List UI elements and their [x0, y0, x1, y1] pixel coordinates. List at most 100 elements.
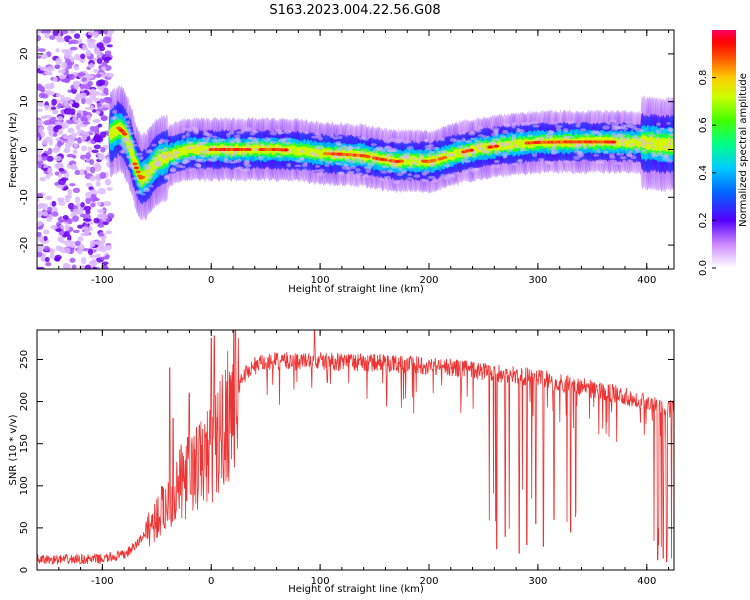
ridge-halo [199, 153, 207, 159]
noise-speckle [96, 86, 105, 91]
ridge-halo [554, 125, 563, 129]
ridge-halo [461, 137, 466, 142]
noise-speckle [53, 155, 62, 162]
ridge-halo [502, 129, 509, 135]
ridge-halo [193, 128, 199, 132]
ridge-halo [112, 109, 118, 115]
noise-speckle [37, 156, 43, 162]
ridge-halo [432, 146, 440, 150]
noise-speckle [55, 92, 61, 98]
ridge-halo [355, 168, 361, 172]
noise-speckle [67, 234, 72, 242]
snr-xlabel: Height of straight line (km) [288, 584, 424, 595]
ridge-halo [244, 126, 253, 132]
ridge-halo [463, 146, 470, 151]
noise-speckle [90, 193, 97, 199]
ridge-halo [512, 144, 519, 148]
ridge-halo [286, 163, 292, 168]
ridge-halo [182, 127, 191, 131]
noise-speckle [37, 163, 43, 169]
ridge-halo [631, 135, 640, 140]
noise-speckle [37, 193, 43, 199]
ridge-halo [616, 153, 624, 156]
ridge-halo [153, 168, 158, 174]
ridge-halo [269, 140, 277, 144]
noise-speckle [44, 104, 49, 111]
ridge-core [133, 166, 140, 170]
ridge-halo [609, 119, 617, 123]
spectrogram-xtick-label: 100 [311, 275, 330, 286]
ridge-halo [244, 163, 252, 168]
ridge-halo [507, 148, 512, 152]
noise-speckle [100, 245, 107, 253]
ridge-halo [234, 134, 241, 139]
ridge-halo [641, 149, 647, 153]
snr-ytick-label: 50 [19, 522, 30, 535]
noise-speckle [43, 236, 48, 242]
ridge-halo [337, 143, 342, 147]
noise-speckle [69, 30, 76, 34]
noise-speckle [37, 108, 43, 112]
noise-speckle [57, 69, 66, 74]
noise-speckle [64, 247, 71, 254]
ridge-halo [662, 157, 671, 161]
ridge-halo [406, 145, 414, 150]
spectrogram-ytick-label: 0 [19, 146, 30, 152]
spectrogram-ytick-label: -10 [19, 189, 30, 205]
ridge-halo [359, 150, 366, 155]
noise-speckle [82, 110, 88, 117]
ridge-halo [413, 174, 421, 178]
ridge-halo [164, 175, 170, 179]
noise-speckle [105, 244, 112, 251]
ridge-halo [259, 143, 265, 147]
noise-speckle [92, 109, 97, 113]
noise-speckle [40, 89, 46, 93]
noise-speckle [93, 217, 100, 224]
ridge-halo [337, 135, 343, 140]
ridge-halo [402, 140, 409, 145]
noise-speckle [82, 121, 90, 125]
snr-ytick-label: 200 [19, 392, 30, 411]
noise-speckle [73, 143, 79, 148]
ridge-halo [443, 175, 451, 181]
ridge-halo [387, 149, 392, 153]
ridge-halo [110, 116, 117, 121]
ridge-halo [359, 160, 367, 165]
noise-speckle [100, 147, 106, 153]
ridge-halo [156, 148, 164, 152]
ridge-halo [423, 138, 429, 142]
noise-speckle [81, 226, 89, 231]
ridge-halo [530, 120, 537, 125]
ridge-halo [135, 152, 143, 156]
noise-speckle [55, 57, 63, 65]
colorbar-gradient [712, 30, 736, 268]
noise-speckle [77, 236, 84, 242]
ridge-halo [303, 168, 308, 172]
spectrogram-xtick-label: 0 [208, 275, 214, 286]
noise-speckle [47, 213, 54, 220]
noise-speckle [98, 79, 106, 86]
noise-speckle [49, 35, 56, 41]
ridge-halo [121, 146, 127, 151]
noise-speckle [72, 215, 79, 222]
noise-speckle [63, 149, 68, 153]
ridge-halo [488, 141, 493, 146]
ridge-halo [140, 192, 146, 196]
ridge-halo [511, 124, 516, 129]
ridge-halo [224, 152, 230, 157]
noise-speckle [61, 61, 68, 69]
noise-speckle [103, 30, 108, 35]
ridge-halo [241, 151, 247, 157]
ridge-halo [392, 149, 397, 153]
ridge-halo [667, 128, 674, 133]
colorbar-tick-label: 0.2 [698, 212, 709, 228]
noise-speckle [57, 236, 64, 243]
ridge-halo [184, 146, 189, 150]
ridge-halo [547, 130, 554, 134]
noise-speckle [37, 119, 44, 127]
noise-speckle [37, 48, 46, 52]
ridge-halo [646, 141, 654, 145]
noise-speckle [73, 33, 81, 39]
noise-speckle [44, 256, 50, 263]
noise-speckle [74, 240, 81, 247]
